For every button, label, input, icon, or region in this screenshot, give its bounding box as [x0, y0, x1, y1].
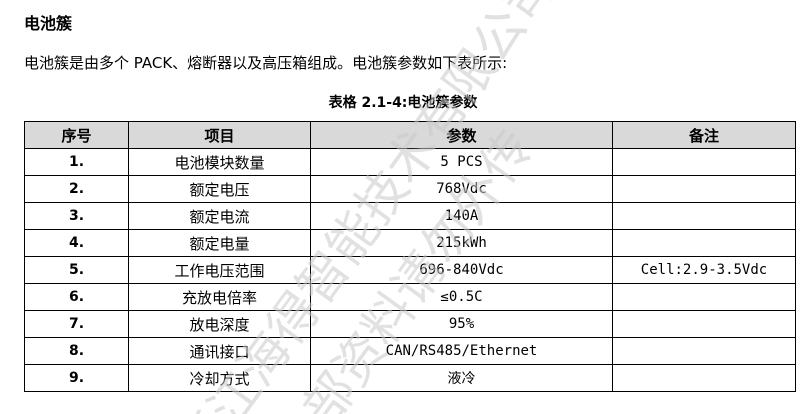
row-number: 1.: [24, 148, 129, 176]
section-intro: 电池簇是由多个 PACK、熔断器以及高压箱组成。电池簇参数如下表所示:: [24, 54, 508, 72]
row-remark: [612, 337, 796, 365]
row-item: 额定电压: [128, 175, 311, 203]
row-remark: [612, 202, 796, 230]
row-remark: [612, 148, 796, 176]
row-item: 放电深度: [128, 310, 311, 338]
header-item: 项目: [128, 121, 311, 149]
section-heading: 电池簇: [24, 14, 73, 33]
table-row: 4. 额定电量 215kWh: [24, 229, 796, 257]
row-number: 8.: [24, 337, 129, 365]
row-parameter: ≤0.5C: [310, 283, 613, 311]
row-parameter: 215kWh: [310, 229, 613, 257]
table-row: 3. 额定电流 140A: [24, 202, 796, 230]
row-remark: [612, 310, 796, 338]
row-parameter: CAN/RS485/Ethernet: [310, 337, 613, 365]
row-item: 电池模块数量: [128, 148, 311, 176]
header-remark: 备注: [612, 121, 796, 149]
row-remark: [612, 175, 796, 203]
row-number: 4.: [24, 229, 129, 257]
table-row: 1. 电池模块数量 5 PCS: [24, 148, 796, 176]
row-parameter: 768Vdc: [310, 175, 613, 203]
row-parameter: 140A: [310, 202, 613, 230]
row-parameter: 5 PCS: [310, 148, 613, 176]
table-row: 6. 充放电倍率 ≤0.5C: [24, 283, 796, 311]
row-remark: [612, 283, 796, 311]
row-number: 6.: [24, 283, 129, 311]
row-number: 5.: [24, 256, 129, 284]
table-row: 2. 额定电压 768Vdc: [24, 175, 796, 203]
row-item: 通讯接口: [128, 337, 311, 365]
row-item: 额定电量: [128, 229, 311, 257]
row-number: 2.: [24, 175, 129, 203]
battery-cluster-parameter-table: 序号 项目 参数 备注 1. 电池模块数量 5 PCS 2. 额定电压 768Vdc 3. 额…: [24, 121, 796, 392]
row-parameter: 液冷: [310, 364, 613, 392]
table-caption: 表格 2.1-4:电池簇参数: [328, 95, 478, 111]
row-item: 冷却方式: [128, 364, 311, 392]
row-number: 9.: [24, 364, 129, 392]
row-number: 7.: [24, 310, 129, 338]
row-remark: [612, 364, 796, 392]
table-row: 7. 放电深度 95%: [24, 310, 796, 338]
table-row: 5. 工作电压范围 696-840Vdc Cell:2.9-3.5Vdc: [24, 256, 796, 284]
row-item: 额定电流: [128, 202, 311, 230]
header-number: 序号: [24, 121, 129, 149]
row-parameter: 95%: [310, 310, 613, 338]
table-row: 9. 冷却方式 液冷: [24, 364, 796, 392]
row-remark: [612, 229, 796, 257]
row-item: 充放电倍率: [128, 283, 311, 311]
row-item: 工作电压范围: [128, 256, 311, 284]
table-row: 8. 通讯接口 CAN/RS485/Ethernet: [24, 337, 796, 365]
row-remark: Cell:2.9-3.5Vdc: [612, 256, 796, 284]
row-number: 3.: [24, 202, 129, 230]
table-header-row: 序号 项目 参数 备注: [24, 121, 796, 149]
header-parameter: 参数: [310, 121, 613, 149]
row-parameter: 696-840Vdc: [310, 256, 613, 284]
